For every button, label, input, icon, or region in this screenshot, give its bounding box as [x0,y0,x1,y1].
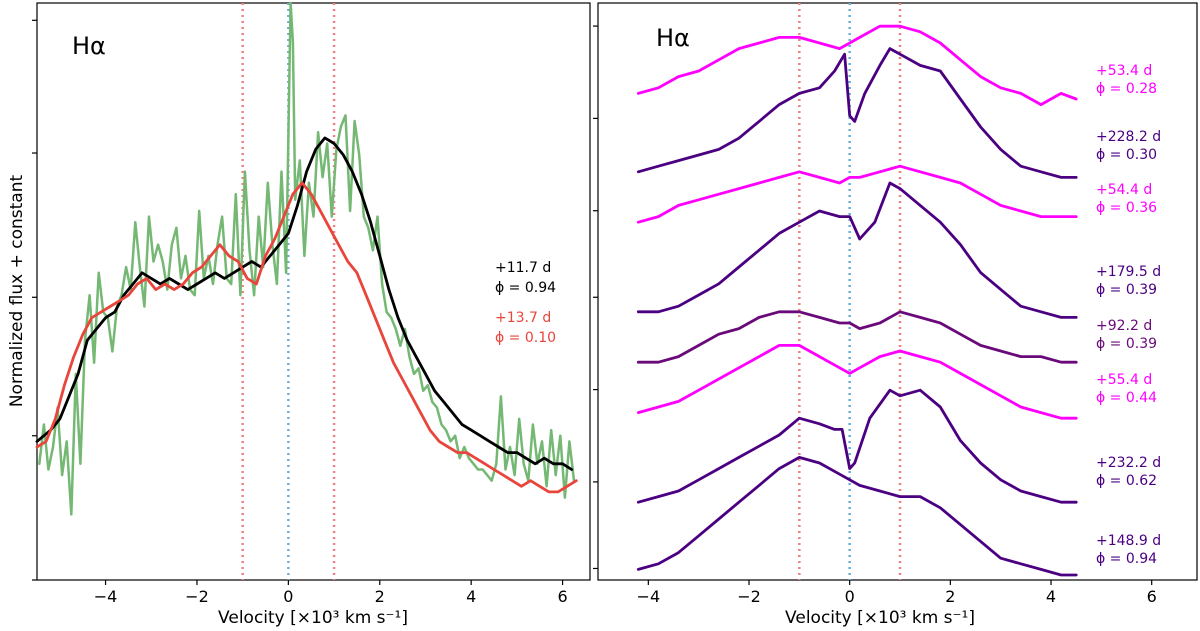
series-line [35,136,574,471]
annotation-epoch: +179.5 d [1096,264,1161,280]
series-line [636,388,1078,504]
x-tick-label: −2 [185,587,209,606]
right-x-ticks: −4 −2 0 2 4 6 [637,580,1157,606]
annotation-phase: ϕ = 0.94 [495,280,556,296]
right-x-axis-label: Velocity [×10³ km s⁻¹] [785,608,975,628]
x-tick-label: 6 [1147,587,1157,606]
x-tick-label: 2 [945,587,955,606]
series-line [636,24,1078,106]
x-tick-label: −2 [737,587,761,606]
annotation-epoch: +148.9 d [1096,533,1161,549]
right-series-group [636,24,1078,577]
right-panel-title: Hα [656,24,690,52]
annotation-phase: ϕ = 0.39 [1096,336,1157,352]
x-tick-label: 4 [466,587,476,606]
series-line [636,181,1078,319]
left-panel-title: Hα [72,32,106,60]
series-line [636,164,1078,224]
x-tick-label: 4 [1046,587,1056,606]
left-y-ticks [32,19,37,581]
series-line [38,1,576,516]
annotation-phase: ϕ = 0.28 [1096,81,1157,97]
annotation-epoch: +54.4 d [1096,182,1152,198]
left-annotation-11-7: +11.7 d ϕ = 0.94 [495,260,556,296]
x-tick-label: 6 [557,587,567,606]
annotation-epoch: +92.2 d [1096,318,1152,334]
annotation-phase: ϕ = 0.94 [1096,551,1157,567]
x-tick-label: 0 [845,587,855,606]
left-y-axis-label: Normalized flux + constant [7,175,27,408]
annotation-phase: ϕ = 0.39 [1096,282,1157,298]
left-x-axis-label: Velocity [×10³ km s⁻¹] [218,608,408,628]
series-line [35,181,578,494]
left-annotation-13-7: +13.7 d ϕ = 0.10 [495,310,556,346]
left-panel: Hα Velocity [×10³ km s⁻¹] Normalized flu… [7,1,591,628]
left-x-ticks: −4 −2 0 2 4 6 [94,580,568,606]
annotation-epoch: +11.7 d [495,260,551,276]
annotation-epoch: +13.7 d [495,310,551,326]
x-tick-label: 0 [283,587,293,606]
annotation-phase: ϕ = 0.36 [1096,200,1157,216]
annotation-phase: ϕ = 0.44 [1096,390,1157,406]
annotation-epoch: +232.2 d [1096,455,1161,471]
annotation-phase: ϕ = 0.30 [1096,147,1157,163]
right-y-ticks [593,25,598,570]
right-plot-frame [597,2,1198,581]
series-line [636,310,1078,364]
x-tick-label: −4 [94,587,118,606]
series-line [636,343,1078,420]
right-annotations: +53.4 d ϕ = 0.28 +228.2 d ϕ = 0.30 +54.4… [1096,63,1161,567]
annotation-epoch: +53.4 d [1096,63,1152,79]
annotation-phase: ϕ = 0.10 [495,330,556,346]
series-line [636,47,1078,179]
annotation-epoch: +55.4 d [1096,372,1152,388]
x-tick-label: −4 [637,587,661,606]
right-panel: Hα Velocity [×10³ km s⁻¹] −4 −2 0 2 4 6 +53.4… [593,2,1198,628]
left-plot-frame [36,2,591,581]
annotation-epoch: +228.2 d [1096,129,1161,145]
left-series-group [35,1,578,516]
series-line [636,455,1078,577]
annotation-phase: ϕ = 0.62 [1096,473,1157,489]
x-tick-label: 2 [375,587,385,606]
